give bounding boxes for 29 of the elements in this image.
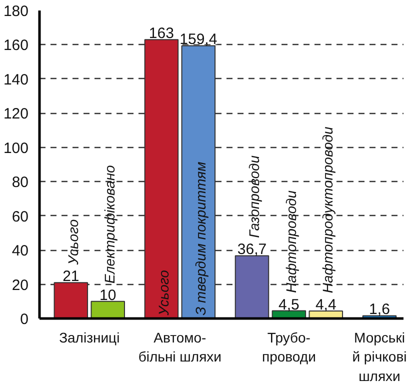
x-tick-label: Морські й річкові шляхи xyxy=(352,330,407,384)
y-tick-label: 0 xyxy=(20,311,28,328)
y-tick-label: 20 xyxy=(12,276,29,294)
data-label: 163 xyxy=(148,25,174,42)
text: Усього xyxy=(64,219,81,266)
x-tick-label: Залізниці xyxy=(59,330,120,346)
series-label: Усього xyxy=(155,270,172,316)
series-label: З твердим покриттям xyxy=(192,161,208,316)
y-tick-label: 120 xyxy=(3,106,29,123)
text: Електрифіковано xyxy=(102,164,118,284)
x-tick-label: Трубо- проводи xyxy=(262,330,316,365)
data-label: 21 xyxy=(62,268,80,286)
text: Нафтопродуктопроводи xyxy=(320,126,336,294)
y-tick-label: 140 xyxy=(3,71,29,88)
y-tick-label: 100 xyxy=(3,140,29,157)
data-label: 4,5 xyxy=(278,296,300,314)
y-tick-label: 40 xyxy=(12,242,29,260)
x-tick-label: Автомо- більні шляхи xyxy=(138,330,222,365)
text: Нафтопроводи xyxy=(282,190,299,293)
data-label: 159,4 xyxy=(180,31,218,48)
text: Газопроводи xyxy=(246,155,262,238)
y-tick-label: 80 xyxy=(12,174,29,192)
y-tick-label: 60 xyxy=(12,208,29,226)
data-label: 1,6 xyxy=(369,301,390,318)
data-label: 4,4 xyxy=(315,296,336,314)
y-tick-label: 180 xyxy=(3,3,29,20)
y-tick-label: 160 xyxy=(3,37,29,54)
data-label: 36,7 xyxy=(237,241,267,258)
data-label: 10 xyxy=(100,286,116,304)
